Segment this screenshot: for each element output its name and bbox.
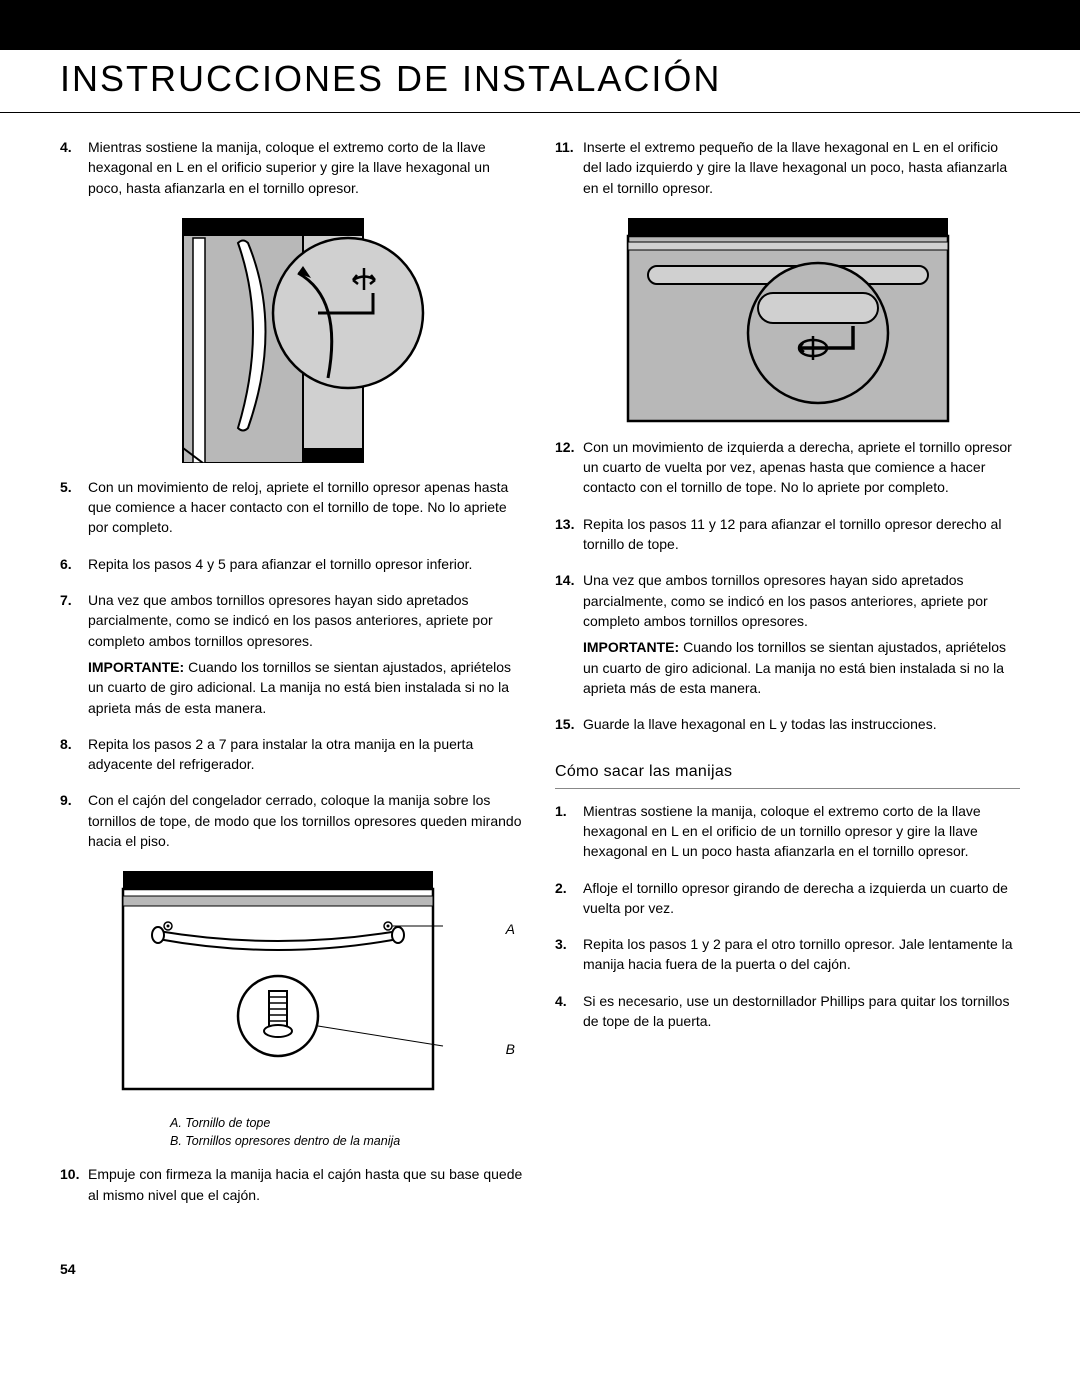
remove-step-4: 4. Si es necesario, use un destornillado…	[555, 991, 1020, 1038]
page-number: 54	[0, 1221, 1080, 1307]
step-text: Mientras sostiene la manija, coloque el …	[88, 137, 525, 198]
step-number: 8.	[60, 734, 88, 781]
step-11: 11. Inserte el extremo pequeño de la lla…	[555, 137, 1020, 204]
important-label: IMPORTANTE:	[88, 659, 184, 675]
step-number: 4.	[555, 991, 583, 1038]
step-number: 3.	[555, 934, 583, 981]
step-number: 2.	[555, 878, 583, 925]
caption-a: A. Tornillo de tope	[170, 1115, 525, 1133]
figure-2-drawer-handle	[113, 871, 473, 1101]
header-black-bar	[0, 0, 1080, 50]
step-number: 13.	[555, 514, 583, 561]
figure-1-door-handle	[143, 218, 443, 463]
step-text: Con un movimiento de reloj, apriete el t…	[88, 477, 525, 538]
step-text: Inserte el extremo pequeño de la llave h…	[583, 137, 1020, 198]
two-column-layout: 4. Mientras sostiene la manija, coloque …	[0, 137, 1080, 1221]
step-text: Una vez que ambos tornillos opresores ha…	[583, 570, 1020, 631]
step-number: 15.	[555, 714, 583, 740]
figure-2-label-b: B	[506, 1039, 515, 1059]
step-important: IMPORTANTE: Cuando los tornillos se sien…	[88, 657, 525, 718]
step-5: 5. Con un movimiento de reloj, apriete e…	[60, 477, 525, 544]
step-15: 15. Guarde la llave hexagonal en L y tod…	[555, 714, 1020, 740]
figure-2-wrap: A B	[60, 871, 525, 1101]
step-number: 4.	[60, 137, 88, 204]
step-12: 12. Con un movimiento de izquierda a der…	[555, 437, 1020, 504]
left-steps-bottom: 10. Empuje con firmeza la manija hacia e…	[60, 1164, 525, 1211]
figure-3-wrap	[555, 218, 1020, 423]
caption-b: B. Tornillos opresores dentro de la mani…	[170, 1133, 525, 1151]
step-number: 9.	[60, 790, 88, 857]
step-text: Guarde la llave hexagonal en L y todas l…	[583, 714, 1020, 734]
remove-step-2: 2. Afloje el tornillo opresor girando de…	[555, 878, 1020, 925]
figure-2-label-a: A	[506, 919, 515, 939]
step-8: 8. Repita los pasos 2 a 7 para instalar …	[60, 734, 525, 781]
step-text: Si es necesario, use un destornillador P…	[583, 991, 1020, 1032]
right-steps-top-2: 12. Con un movimiento de izquierda a der…	[555, 437, 1020, 741]
page: INSTRUCCIONES DE INSTALACIÓN 4. Mientras…	[0, 0, 1080, 1307]
step-6: 6. Repita los pasos 4 y 5 para afianzar …	[60, 554, 525, 580]
left-steps-mid: 5. Con un movimiento de reloj, apriete e…	[60, 477, 525, 857]
step-4: 4. Mientras sostiene la manija, coloque …	[60, 137, 525, 204]
left-steps-top: 4. Mientras sostiene la manija, coloque …	[60, 137, 525, 204]
step-9: 9. Con el cajón del congelador cerrado, …	[60, 790, 525, 857]
step-text: Repita los pasos 2 a 7 para instalar la …	[88, 734, 525, 775]
right-steps-bottom: 1. Mientras sostiene la manija, coloque …	[555, 801, 1020, 1038]
step-7: 7. Una vez que ambos tornillos opresores…	[60, 590, 525, 724]
figure-3-drawer-wrench	[618, 218, 958, 423]
step-number: 12.	[555, 437, 583, 504]
step-text: Afloje el tornillo opresor girando de de…	[583, 878, 1020, 919]
important-label: IMPORTANTE:	[583, 639, 679, 655]
remove-step-1: 1. Mientras sostiene la manija, coloque …	[555, 801, 1020, 868]
step-14: 14. Una vez que ambos tornillos opresore…	[555, 570, 1020, 704]
step-number: 1.	[555, 801, 583, 868]
step-text: Repita los pasos 1 y 2 para el otro torn…	[583, 934, 1020, 975]
subheading-remove-handles: Cómo sacar las manijas	[555, 760, 1020, 788]
step-number: 11.	[555, 137, 583, 204]
right-steps-top-1: 11. Inserte el extremo pequeño de la lla…	[555, 137, 1020, 204]
step-number: 5.	[60, 477, 88, 544]
step-number: 14.	[555, 570, 583, 704]
left-column: 4. Mientras sostiene la manija, coloque …	[60, 137, 525, 1221]
step-number: 10.	[60, 1164, 88, 1211]
step-10: 10. Empuje con firmeza la manija hacia e…	[60, 1164, 525, 1211]
step-text: Empuje con firmeza la manija hacia el ca…	[88, 1164, 525, 1205]
remove-step-3: 3. Repita los pasos 1 y 2 para el otro t…	[555, 934, 1020, 981]
step-text: Mientras sostiene la manija, coloque el …	[583, 801, 1020, 862]
step-text: Una vez que ambos tornillos opresores ha…	[88, 590, 525, 651]
step-13: 13. Repita los pasos 11 y 12 para afianz…	[555, 514, 1020, 561]
step-text: Repita los pasos 4 y 5 para afianzar el …	[88, 554, 525, 574]
step-text: Con un movimiento de izquierda a derecha…	[583, 437, 1020, 498]
step-text: Repita los pasos 11 y 12 para afianzar e…	[583, 514, 1020, 555]
step-text: Con el cajón del congelador cerrado, col…	[88, 790, 525, 851]
right-column: 11. Inserte el extremo pequeño de la lla…	[555, 137, 1020, 1221]
step-number: 7.	[60, 590, 88, 724]
figure-1-wrap	[60, 218, 525, 463]
page-title: INSTRUCCIONES DE INSTALACIÓN	[0, 50, 1080, 113]
figure-2-caption: A. Tornillo de tope B. Tornillos opresor…	[170, 1115, 525, 1150]
step-number: 6.	[60, 554, 88, 580]
step-important: IMPORTANTE: Cuando los tornillos se sien…	[583, 637, 1020, 698]
